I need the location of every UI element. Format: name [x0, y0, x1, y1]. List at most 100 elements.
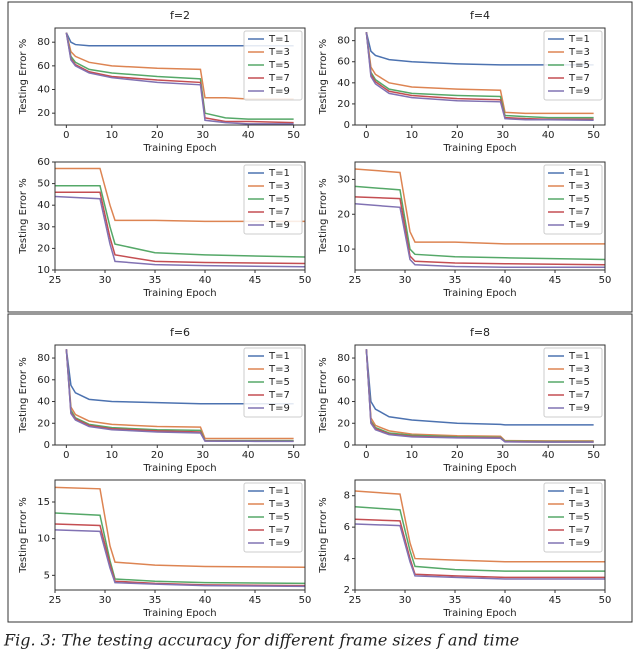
y-axis-label: Testing Error % — [18, 357, 29, 433]
series-line — [355, 196, 605, 266]
y-axis-label: Testing Error % — [18, 39, 29, 115]
x-axis-label: Training Epoch — [142, 608, 216, 619]
y-tick-label: 20 — [37, 243, 50, 254]
legend-label: T=9 — [268, 538, 290, 549]
legend-label: T=7 — [568, 73, 590, 84]
series-line — [355, 185, 605, 261]
series-line — [355, 505, 605, 572]
x-tick-label: 30 — [99, 275, 112, 286]
legend-label: T=5 — [268, 377, 290, 388]
x-axis-label: Training Epoch — [142, 143, 216, 154]
legend-label: T=9 — [568, 538, 590, 549]
plot-frame — [354, 479, 606, 591]
y-tick-label: 50 — [37, 179, 50, 190]
plot-frame — [54, 344, 306, 446]
series-line — [55, 167, 305, 223]
y-axis-label: Testing Error % — [318, 497, 329, 573]
chart-title: f=4 — [470, 9, 490, 22]
panel-box — [7, 1, 633, 313]
series-line — [365, 349, 594, 426]
legend-box — [243, 30, 303, 101]
chart-title: f=8 — [470, 326, 490, 339]
x-tick-label: 40 — [542, 130, 555, 141]
x-tick-label: 40 — [199, 595, 212, 606]
legend-label: T=7 — [568, 207, 590, 218]
y-tick-label: 8 — [344, 491, 350, 502]
legend-label: T=3 — [268, 181, 290, 192]
x-tick-label: 40 — [499, 275, 512, 286]
x-tick-label: 45 — [249, 595, 262, 606]
x-tick-label: 45 — [549, 595, 562, 606]
legend-label: T=3 — [568, 181, 590, 192]
x-tick-label: 50 — [299, 595, 312, 606]
x-tick-label: 0 — [63, 450, 69, 461]
y-tick-label: 2 — [344, 585, 350, 596]
x-tick-label: 50 — [287, 130, 300, 141]
legend-label: T=3 — [268, 47, 290, 58]
x-axis-label: Training Epoch — [142, 463, 216, 474]
y-tick-label: 40 — [37, 397, 50, 408]
legend-label: T=1 — [268, 351, 290, 362]
x-tick-label: 45 — [549, 275, 562, 286]
series-line — [355, 203, 605, 268]
x-tick-label: 20 — [151, 130, 164, 141]
legend-label: T=1 — [568, 351, 590, 362]
chart-title: f=2 — [170, 9, 190, 22]
y-tick-label: 80 — [37, 37, 50, 48]
series-line — [65, 349, 294, 405]
plot — [55, 486, 305, 588]
legend-label: T=9 — [568, 220, 590, 231]
legend-label: T=5 — [268, 60, 290, 71]
x-tick-label: 45 — [249, 275, 262, 286]
legend-label: T=1 — [268, 486, 290, 497]
legend-label: T=1 — [568, 34, 590, 45]
series-line — [355, 523, 605, 580]
legend-label: T=7 — [568, 390, 590, 401]
y-tick-label: 10 — [37, 534, 50, 545]
x-tick-label: 40 — [499, 595, 512, 606]
legend-label: T=3 — [568, 364, 590, 375]
series-line — [55, 185, 305, 258]
y-tick-label: 4 — [344, 554, 350, 565]
x-tick-label: 50 — [587, 450, 600, 461]
series-line — [65, 32, 294, 120]
x-tick-label: 10 — [105, 130, 118, 141]
plot — [355, 490, 605, 580]
x-tick-label: 50 — [599, 275, 612, 286]
legend-label: T=5 — [568, 512, 590, 523]
x-tick-label: 10 — [105, 450, 118, 461]
x-tick-label: 20 — [451, 450, 464, 461]
legend-label: T=9 — [268, 403, 290, 414]
series-line — [365, 32, 594, 115]
y-tick-label: 60 — [37, 61, 50, 72]
legend-label: T=9 — [568, 403, 590, 414]
series-line — [55, 486, 305, 569]
plot-frame — [54, 161, 306, 271]
y-tick-label: 60 — [37, 375, 50, 386]
caption: Fig. 3: The testing accuracy for differe… — [3, 631, 519, 650]
y-tick-label: 40 — [37, 85, 50, 96]
x-tick-label: 35 — [149, 595, 162, 606]
x-tick-label: 30 — [196, 450, 209, 461]
y-axis-label: Testing Error % — [318, 178, 329, 254]
y-tick-label: 30 — [37, 222, 50, 233]
x-tick-label: 40 — [199, 275, 212, 286]
x-tick-label: 30 — [196, 130, 209, 141]
x-tick-label: 30 — [399, 275, 412, 286]
x-axis-label: Training Epoch — [442, 143, 516, 154]
y-tick-label: 60 — [337, 57, 350, 68]
x-tick-label: 0 — [63, 130, 69, 141]
series-line — [365, 32, 594, 122]
plot — [65, 349, 294, 443]
x-axis-label: Training Epoch — [442, 463, 516, 474]
x-tick-label: 50 — [287, 450, 300, 461]
series-line — [65, 32, 294, 125]
y-tick-label: 0 — [344, 120, 350, 131]
legend-label: T=3 — [268, 499, 290, 510]
x-tick-label: 50 — [299, 275, 312, 286]
x-tick-label: 10 — [405, 130, 418, 141]
x-tick-label: 20 — [151, 450, 164, 461]
series-line — [365, 32, 594, 66]
legend-label: T=1 — [268, 34, 290, 45]
